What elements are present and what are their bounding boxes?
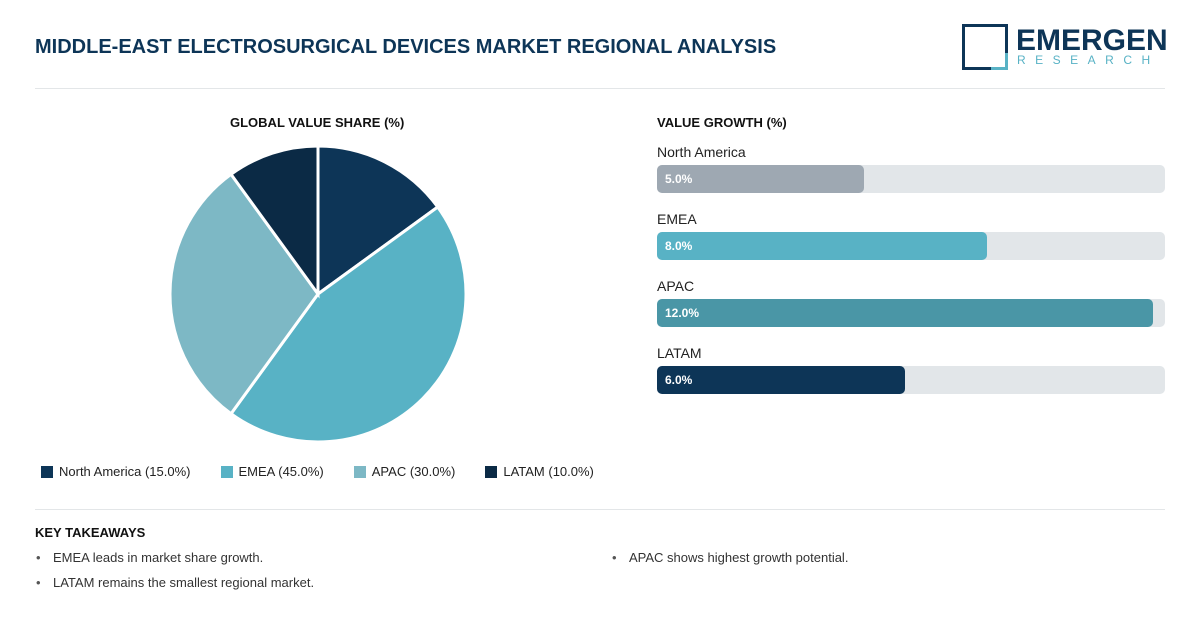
- bar-category-label: EMEA: [657, 211, 697, 227]
- bar-track: 6.0%: [657, 366, 1165, 394]
- bar-track: 12.0%: [657, 299, 1165, 327]
- legend-item: LATAM (10.0%): [485, 464, 594, 479]
- legend-swatch: [353, 465, 366, 478]
- bar-fill: 6.0%: [657, 366, 905, 394]
- takeaway-item: EMEA leads in market share growth.: [36, 550, 263, 565]
- bar-value-label: 12.0%: [665, 306, 700, 320]
- takeaway-item: APAC shows highest growth potential.: [612, 550, 848, 565]
- bar-value-label: 5.0%: [665, 172, 693, 186]
- bar-title: VALUE GROWTH (%): [657, 115, 787, 130]
- divider: [35, 509, 1165, 510]
- bar-category-label: APAC: [657, 278, 695, 294]
- page-title: MIDDLE-EAST ELECTROSURGICAL DEVICES MARK…: [35, 36, 777, 58]
- legend-swatch: [41, 465, 53, 478]
- logo-main-text: EMERGEN: [1016, 24, 1168, 57]
- pie-legend: North America (15.0%) EMEA (45.0%) APAC (3…: [41, 464, 624, 479]
- emergen-research-logo: EMERGEN RESEARCH: [962, 24, 1168, 72]
- legend-item: North America (15.0%): [41, 464, 191, 479]
- legend-label: North America (15.0%): [59, 464, 191, 479]
- legend-item: APAC (30.0%): [353, 464, 456, 479]
- bar-fill: 5.0%: [657, 165, 864, 193]
- legend-swatch: [485, 465, 498, 478]
- bar-track: 8.0%: [657, 232, 1165, 260]
- takeaways-title: KEY TAKEAWAYS: [35, 525, 146, 540]
- pie-slice-apac: [168, 172, 320, 416]
- legend-label: EMEA (45.0%): [238, 464, 324, 479]
- pie-slice-north-america: [316, 144, 440, 297]
- bar-value-label: 8.0%: [665, 239, 693, 253]
- divider: [35, 88, 1165, 89]
- legend-label: LATAM (10.0%): [503, 464, 594, 479]
- takeaway-item: LATAM remains the smallest regional mark…: [36, 575, 314, 590]
- bar-fill: 12.0%: [657, 299, 1153, 327]
- growth-bar-chart: North America 5.0% EMEA 8.0% APAC 12.0% LAT…: [657, 144, 1165, 412]
- legend-label: APAC (30.0%): [371, 464, 456, 479]
- legend-item: EMEA (45.0%): [220, 464, 324, 479]
- legend-swatch: [220, 465, 233, 478]
- logo-sub-text: RESEARCH: [1017, 53, 1160, 67]
- bar-fill: 8.0%: [657, 232, 988, 260]
- bar-category-label: North America: [657, 144, 746, 160]
- pie-slice-emea: [228, 204, 468, 444]
- bar-track: 5.0%: [657, 165, 1165, 193]
- bar-value-label: 6.0%: [665, 373, 693, 387]
- logo-square-icon: [962, 24, 1008, 70]
- pie-title: GLOBAL VALUE SHARE (%): [230, 115, 405, 130]
- pie-slice-latam: [228, 144, 320, 299]
- bar-category-label: LATAM: [657, 345, 702, 361]
- pie-chart: [168, 144, 468, 444]
